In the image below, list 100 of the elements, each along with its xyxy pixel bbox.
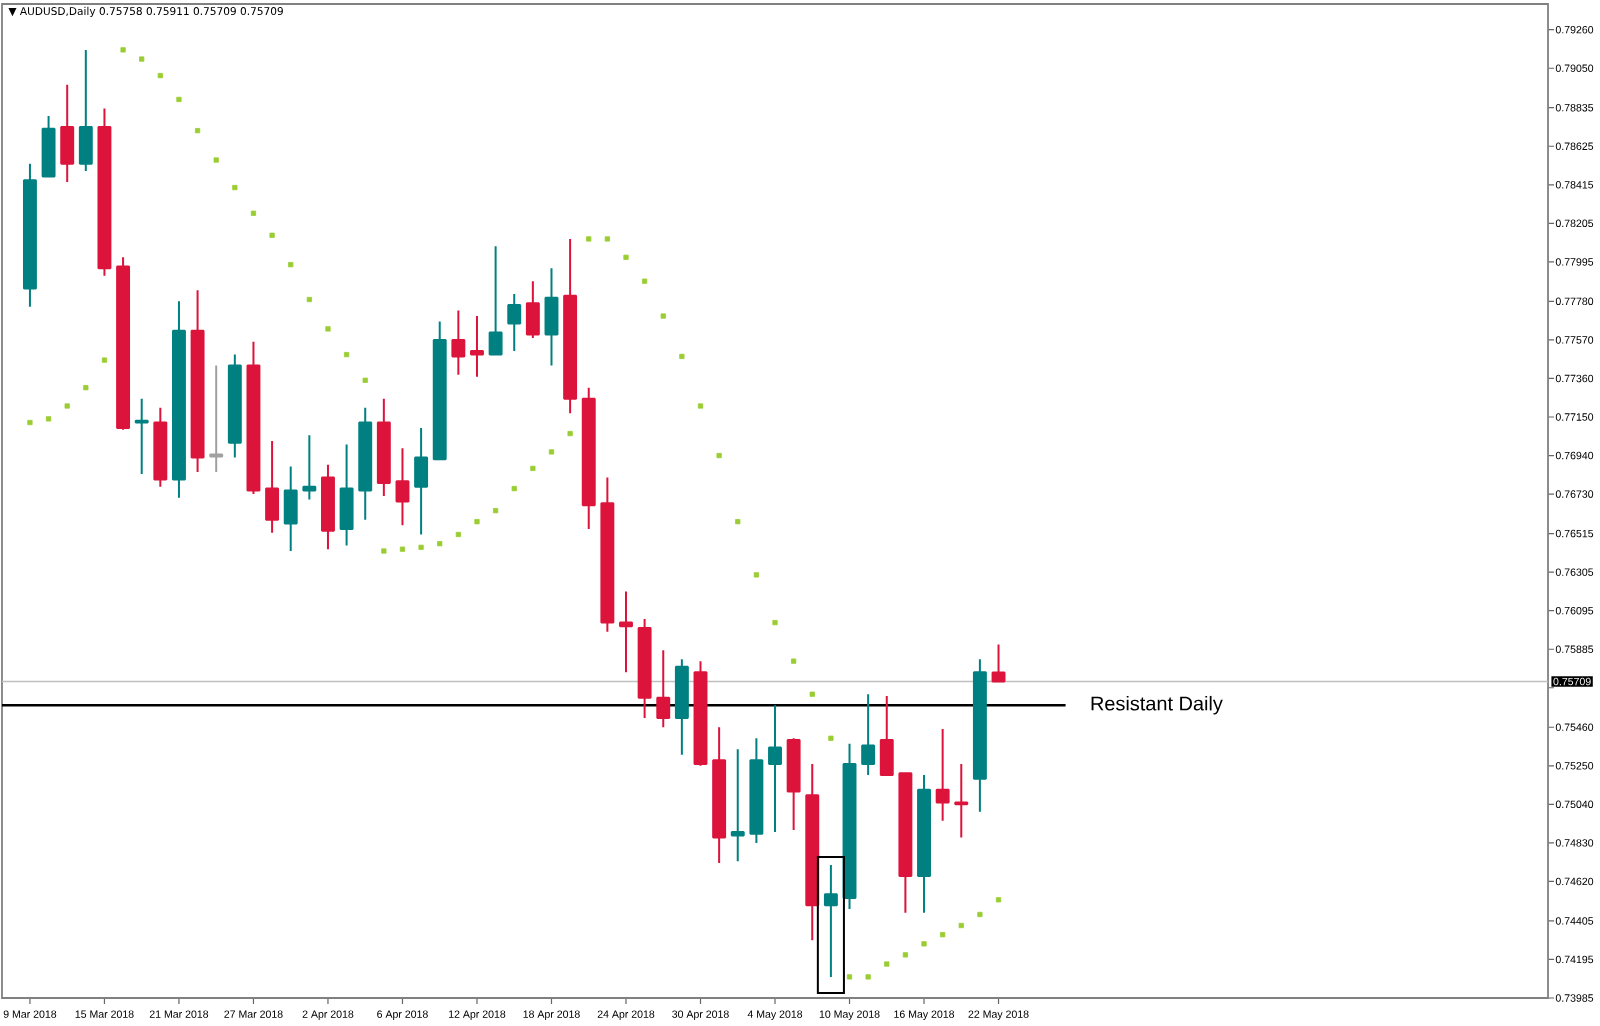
candlestick — [116, 256, 131, 431]
candlestick — [227, 353, 242, 459]
point — [679, 353, 685, 360]
point — [250, 210, 257, 216]
point — [493, 508, 499, 514]
point — [791, 658, 797, 664]
candlestick — [525, 280, 540, 340]
point — [921, 941, 927, 947]
point — [418, 544, 424, 550]
candlestick — [935, 728, 950, 822]
candlestick — [954, 762, 969, 839]
point — [958, 922, 964, 929]
candlestick — [544, 267, 559, 367]
candlestick — [637, 617, 652, 720]
point — [381, 548, 387, 554]
candlestick — [171, 300, 186, 499]
candlestick — [97, 107, 112, 277]
candlestick — [917, 773, 931, 914]
ref-line-label: Resistant Daily — [1091, 695, 1223, 715]
candlestick — [209, 364, 224, 474]
point — [604, 236, 610, 242]
point — [902, 952, 908, 958]
point — [269, 232, 275, 238]
point — [772, 620, 778, 626]
candlestick — [190, 289, 205, 474]
point — [977, 911, 983, 918]
candlestick — [302, 434, 317, 501]
candlestick — [581, 386, 596, 530]
point — [474, 519, 480, 525]
candlestick — [432, 320, 447, 461]
point — [232, 184, 238, 191]
point — [716, 452, 722, 459]
candlestick — [41, 114, 56, 178]
point — [213, 157, 219, 163]
point — [120, 47, 126, 53]
point — [511, 486, 517, 492]
point — [530, 465, 536, 472]
candlestick — [22, 162, 37, 308]
candlestick — [376, 397, 391, 497]
candlestick — [749, 737, 764, 844]
candlestick — [395, 447, 410, 527]
point — [567, 430, 573, 437]
candlestick — [972, 658, 987, 813]
point — [753, 572, 759, 578]
point — [437, 541, 443, 547]
point — [362, 377, 368, 383]
point — [288, 262, 294, 268]
point — [157, 72, 163, 79]
candlestick — [861, 693, 876, 776]
candlestick — [693, 660, 708, 767]
point — [884, 961, 890, 967]
candlestick — [823, 863, 838, 978]
point — [548, 449, 555, 455]
point — [325, 326, 331, 332]
point — [176, 96, 182, 103]
point — [623, 254, 629, 260]
candlestick — [321, 463, 335, 551]
point — [343, 352, 350, 358]
candlestick — [246, 340, 261, 496]
point — [455, 531, 461, 538]
candlestick — [283, 465, 298, 553]
candlestick — [507, 293, 522, 352]
point — [194, 128, 201, 134]
point — [139, 56, 145, 62]
candlestick — [134, 397, 149, 475]
point — [45, 416, 52, 422]
candlestick — [358, 406, 373, 521]
point — [809, 691, 815, 697]
candlestick — [805, 762, 820, 942]
candlestick — [786, 737, 801, 832]
point — [399, 546, 406, 552]
point — [306, 296, 312, 303]
candlestick — [488, 245, 503, 356]
candlestick — [470, 315, 484, 378]
candlestick — [768, 704, 782, 833]
point — [660, 313, 666, 319]
candlestick — [339, 443, 354, 547]
candlestick — [451, 309, 466, 376]
candlestick — [600, 476, 615, 633]
point — [642, 278, 648, 284]
point — [101, 357, 108, 363]
candlestick — [656, 649, 671, 729]
candlestick — [153, 406, 168, 488]
candlestick — [898, 772, 913, 914]
candlestick — [712, 726, 727, 865]
candlestick — [563, 237, 578, 415]
candlestick — [674, 658, 689, 756]
point — [64, 403, 70, 409]
candlestick — [730, 748, 745, 863]
point — [865, 974, 871, 980]
point — [846, 974, 853, 980]
point — [735, 519, 741, 525]
candlestick — [265, 439, 280, 534]
candlestick — [879, 695, 894, 776]
point — [83, 385, 89, 391]
point — [697, 403, 704, 409]
point — [995, 897, 1002, 903]
point — [27, 419, 33, 426]
candlestick — [78, 48, 93, 173]
candlestick — [991, 643, 1006, 683]
